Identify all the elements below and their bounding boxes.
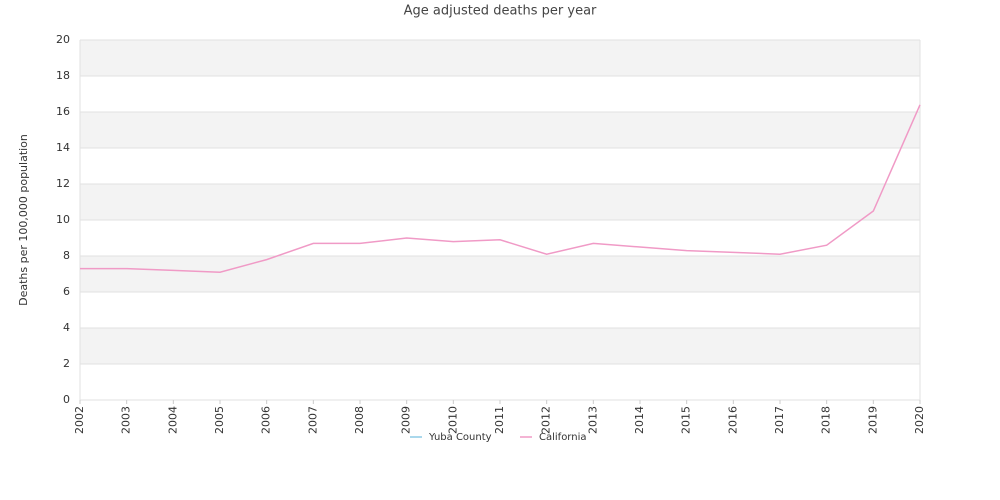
x-tick-label: 2007	[306, 406, 319, 434]
series-line	[80, 104, 921, 273]
x-tick-label: 2008	[353, 406, 366, 434]
x-tick-label: 2016	[726, 406, 739, 434]
x-tick-label: 2003	[120, 406, 133, 434]
x-tick-label: 2017	[773, 406, 786, 434]
y-tick-label: 4	[63, 321, 70, 334]
x-tick-label: 2014	[633, 406, 646, 434]
y-tick-label: 14	[56, 141, 70, 154]
x-tick-label: 2006	[260, 406, 273, 434]
x-tick-label: 2018	[820, 406, 833, 434]
grid-band	[80, 256, 920, 292]
grid-band	[80, 328, 920, 364]
y-tick-label: 16	[56, 105, 70, 118]
y-tick-label: 20	[56, 33, 70, 46]
legend-label: Yuba County	[428, 432, 492, 443]
x-tick-label: 2005	[213, 406, 226, 434]
y-tick-label: 2	[63, 357, 70, 370]
x-tick-label: 2002	[73, 406, 86, 434]
y-tick-label: 10	[56, 213, 70, 226]
x-tick-label: 2013	[586, 406, 599, 434]
y-tick-label: 8	[63, 249, 70, 262]
x-tick-label: 2019	[866, 406, 879, 434]
x-tick-label: 2012	[540, 406, 553, 434]
chart-title: Age adjusted deaths per year	[404, 4, 597, 19]
grid-band	[80, 112, 920, 148]
grid-band	[80, 40, 920, 76]
y-tick-label: 12	[56, 177, 70, 190]
y-tick-label: 18	[56, 69, 70, 82]
x-tick-label: 2010	[446, 406, 459, 434]
y-axis-label: Deaths per 100,000 population	[17, 134, 30, 306]
x-tick-label: 2004	[166, 406, 179, 434]
y-tick-label: 6	[63, 285, 70, 298]
x-tick-label: 2015	[680, 406, 693, 434]
x-tick-label: 2009	[400, 406, 413, 434]
x-tick-label: 2011	[493, 406, 506, 434]
legend-label: California	[539, 432, 587, 443]
x-tick-label: 2020	[913, 406, 926, 434]
grid-band	[80, 184, 920, 220]
y-tick-label: 0	[63, 393, 70, 406]
